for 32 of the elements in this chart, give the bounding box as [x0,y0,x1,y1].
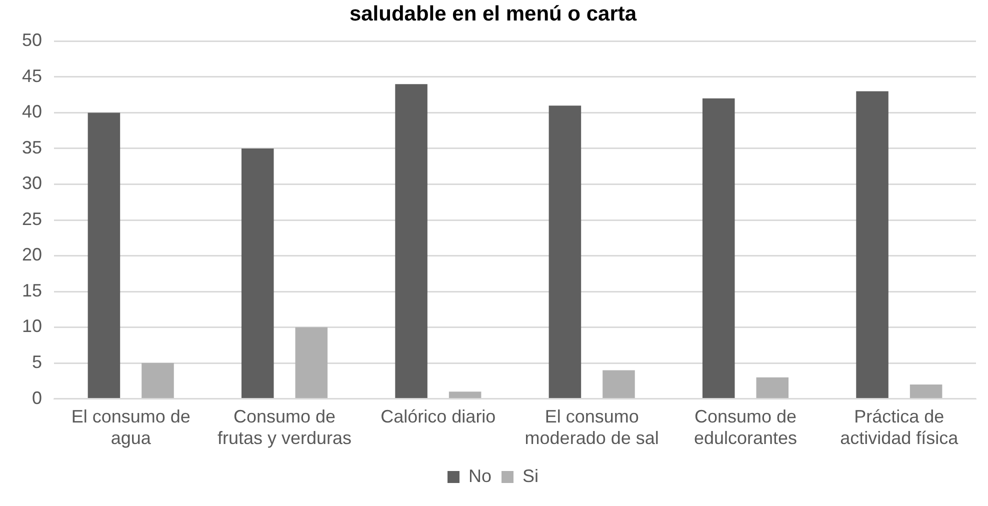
bar [295,327,328,398]
chart-title: saludable en el menú o carta [349,2,637,26]
x-tick-label: Consumo de edulcorantes [694,406,798,448]
bar [856,91,888,398]
bar [395,84,428,398]
bar [241,148,274,398]
x-tick-label: Calórico diario [380,406,496,427]
bar [702,98,735,398]
legend-label: Si [522,466,539,486]
y-tick-label: 50 [22,30,42,50]
y-tick-label: 40 [22,102,42,122]
bar [602,370,635,398]
y-tick-label: 45 [22,66,42,86]
bar [142,363,174,398]
bar [88,112,120,398]
y-tick-label: 35 [22,137,42,158]
x-tick-label: Consumo de frutas y verduras [217,406,352,448]
y-tick-label: 20 [22,244,42,265]
y-tick-label: 5 [32,352,42,372]
y-tick-label: 15 [22,280,42,300]
y-tick-label: 0 [32,388,42,408]
bar [910,384,942,398]
x-tick-label: El consumo moderado de sal [524,406,659,448]
x-tick-label: Práctica de actividad física [840,406,960,448]
bar [756,377,789,398]
legend-label: No [468,466,492,486]
bar [448,392,482,398]
y-tick-label: 10 [22,316,42,336]
y-tick-label: 30 [22,173,42,194]
bar [548,106,582,398]
x-tick-label: El consumo de agua [71,406,190,448]
y-tick-label: 25 [22,208,42,229]
